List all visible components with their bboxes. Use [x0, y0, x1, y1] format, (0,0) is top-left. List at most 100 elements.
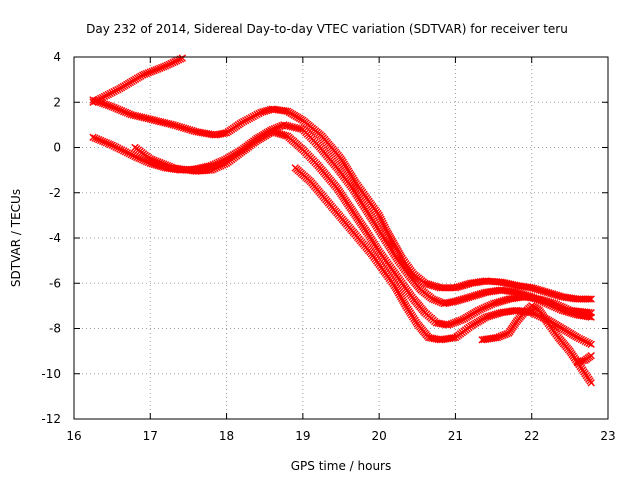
data-point [148, 67, 156, 76]
data-point [100, 138, 109, 146]
data-point [98, 137, 107, 145]
x-tick-label: 19 [295, 429, 310, 443]
data-point [484, 302, 492, 310]
x-tick-label: 21 [448, 429, 463, 443]
data-series [89, 54, 595, 387]
data-point [276, 122, 284, 131]
y-tick-label: -4 [49, 231, 61, 245]
chart-title: Day 232 of 2014, Sidereal Day-to-day VTE… [86, 22, 568, 36]
y-tick-label: -12 [41, 412, 61, 426]
data-point [159, 63, 168, 71]
x-tick-label: 20 [372, 429, 387, 443]
data-point [158, 159, 166, 168]
data-point [575, 334, 584, 343]
data-point [95, 135, 103, 144]
series-s7 [573, 351, 595, 367]
data-point [121, 108, 130, 117]
data-point [550, 299, 559, 308]
data-point [499, 331, 507, 339]
data-point [150, 66, 158, 75]
data-point [167, 120, 175, 129]
data-point [560, 304, 568, 312]
data-point [209, 165, 217, 173]
x-tick-label: 18 [219, 429, 234, 443]
data-point [497, 332, 505, 340]
data-point [102, 139, 111, 147]
data-point [152, 157, 160, 165]
data-point [585, 308, 593, 317]
data-point [274, 123, 282, 131]
data-point [474, 306, 483, 315]
data-point [158, 63, 166, 72]
data-point [215, 163, 223, 171]
data-point [478, 305, 486, 313]
y-tick-label: -10 [41, 367, 61, 381]
y-tick-label: -6 [49, 276, 61, 290]
data-point [146, 68, 154, 76]
data-point [220, 160, 229, 168]
data-point [154, 65, 162, 73]
data-point [104, 139, 113, 148]
data-point [186, 126, 194, 134]
x-tick-label: 17 [143, 429, 158, 443]
data-point [93, 135, 101, 143]
data-point [89, 133, 97, 142]
data-point [156, 158, 164, 167]
data-point [110, 103, 118, 112]
y-tick-label: 2 [53, 95, 61, 109]
data-point [97, 136, 105, 145]
data-point [108, 103, 116, 111]
data-point [219, 161, 227, 169]
data-point [169, 121, 177, 129]
data-point [117, 107, 126, 115]
data-point [114, 105, 122, 113]
series-s4 [131, 127, 595, 329]
data-point [480, 304, 488, 312]
data-point [375, 211, 383, 220]
data-point [587, 340, 595, 349]
series-s5 [291, 164, 595, 349]
grid [74, 57, 608, 419]
data-point [558, 303, 566, 311]
data-point [579, 336, 588, 345]
data-point [587, 351, 595, 360]
data-point [207, 166, 216, 174]
data-point [585, 295, 593, 303]
data-point [434, 297, 442, 306]
data-point [152, 66, 160, 74]
x-tick-label: 23 [600, 429, 615, 443]
data-point [587, 295, 595, 303]
data-point [138, 71, 147, 79]
data-point [106, 140, 114, 149]
data-point [178, 54, 187, 62]
y-tick-label: -8 [49, 322, 61, 336]
data-point [119, 107, 128, 116]
data-point [573, 333, 582, 342]
data-point [217, 162, 225, 170]
data-point [552, 300, 561, 309]
data-point [377, 215, 385, 224]
data-point [436, 298, 444, 306]
data-point [297, 125, 305, 133]
data-point [154, 158, 162, 166]
y-axis-label: SDTVAR / TECUs [9, 189, 23, 287]
data-point [577, 335, 586, 344]
data-point [428, 295, 437, 303]
data-point [184, 125, 192, 133]
data-point [112, 104, 120, 113]
data-point [125, 110, 134, 118]
data-point [587, 308, 595, 317]
data-point [159, 160, 168, 168]
x-tick-label: 22 [524, 429, 539, 443]
data-point [106, 102, 114, 110]
y-tick-label: -2 [49, 186, 61, 200]
x-axis-label: GPS time / hours [291, 459, 392, 473]
y-tick-label: 4 [53, 50, 61, 64]
data-point [281, 131, 290, 140]
data-point [554, 301, 563, 310]
data-point [140, 70, 149, 79]
data-point [587, 379, 595, 387]
